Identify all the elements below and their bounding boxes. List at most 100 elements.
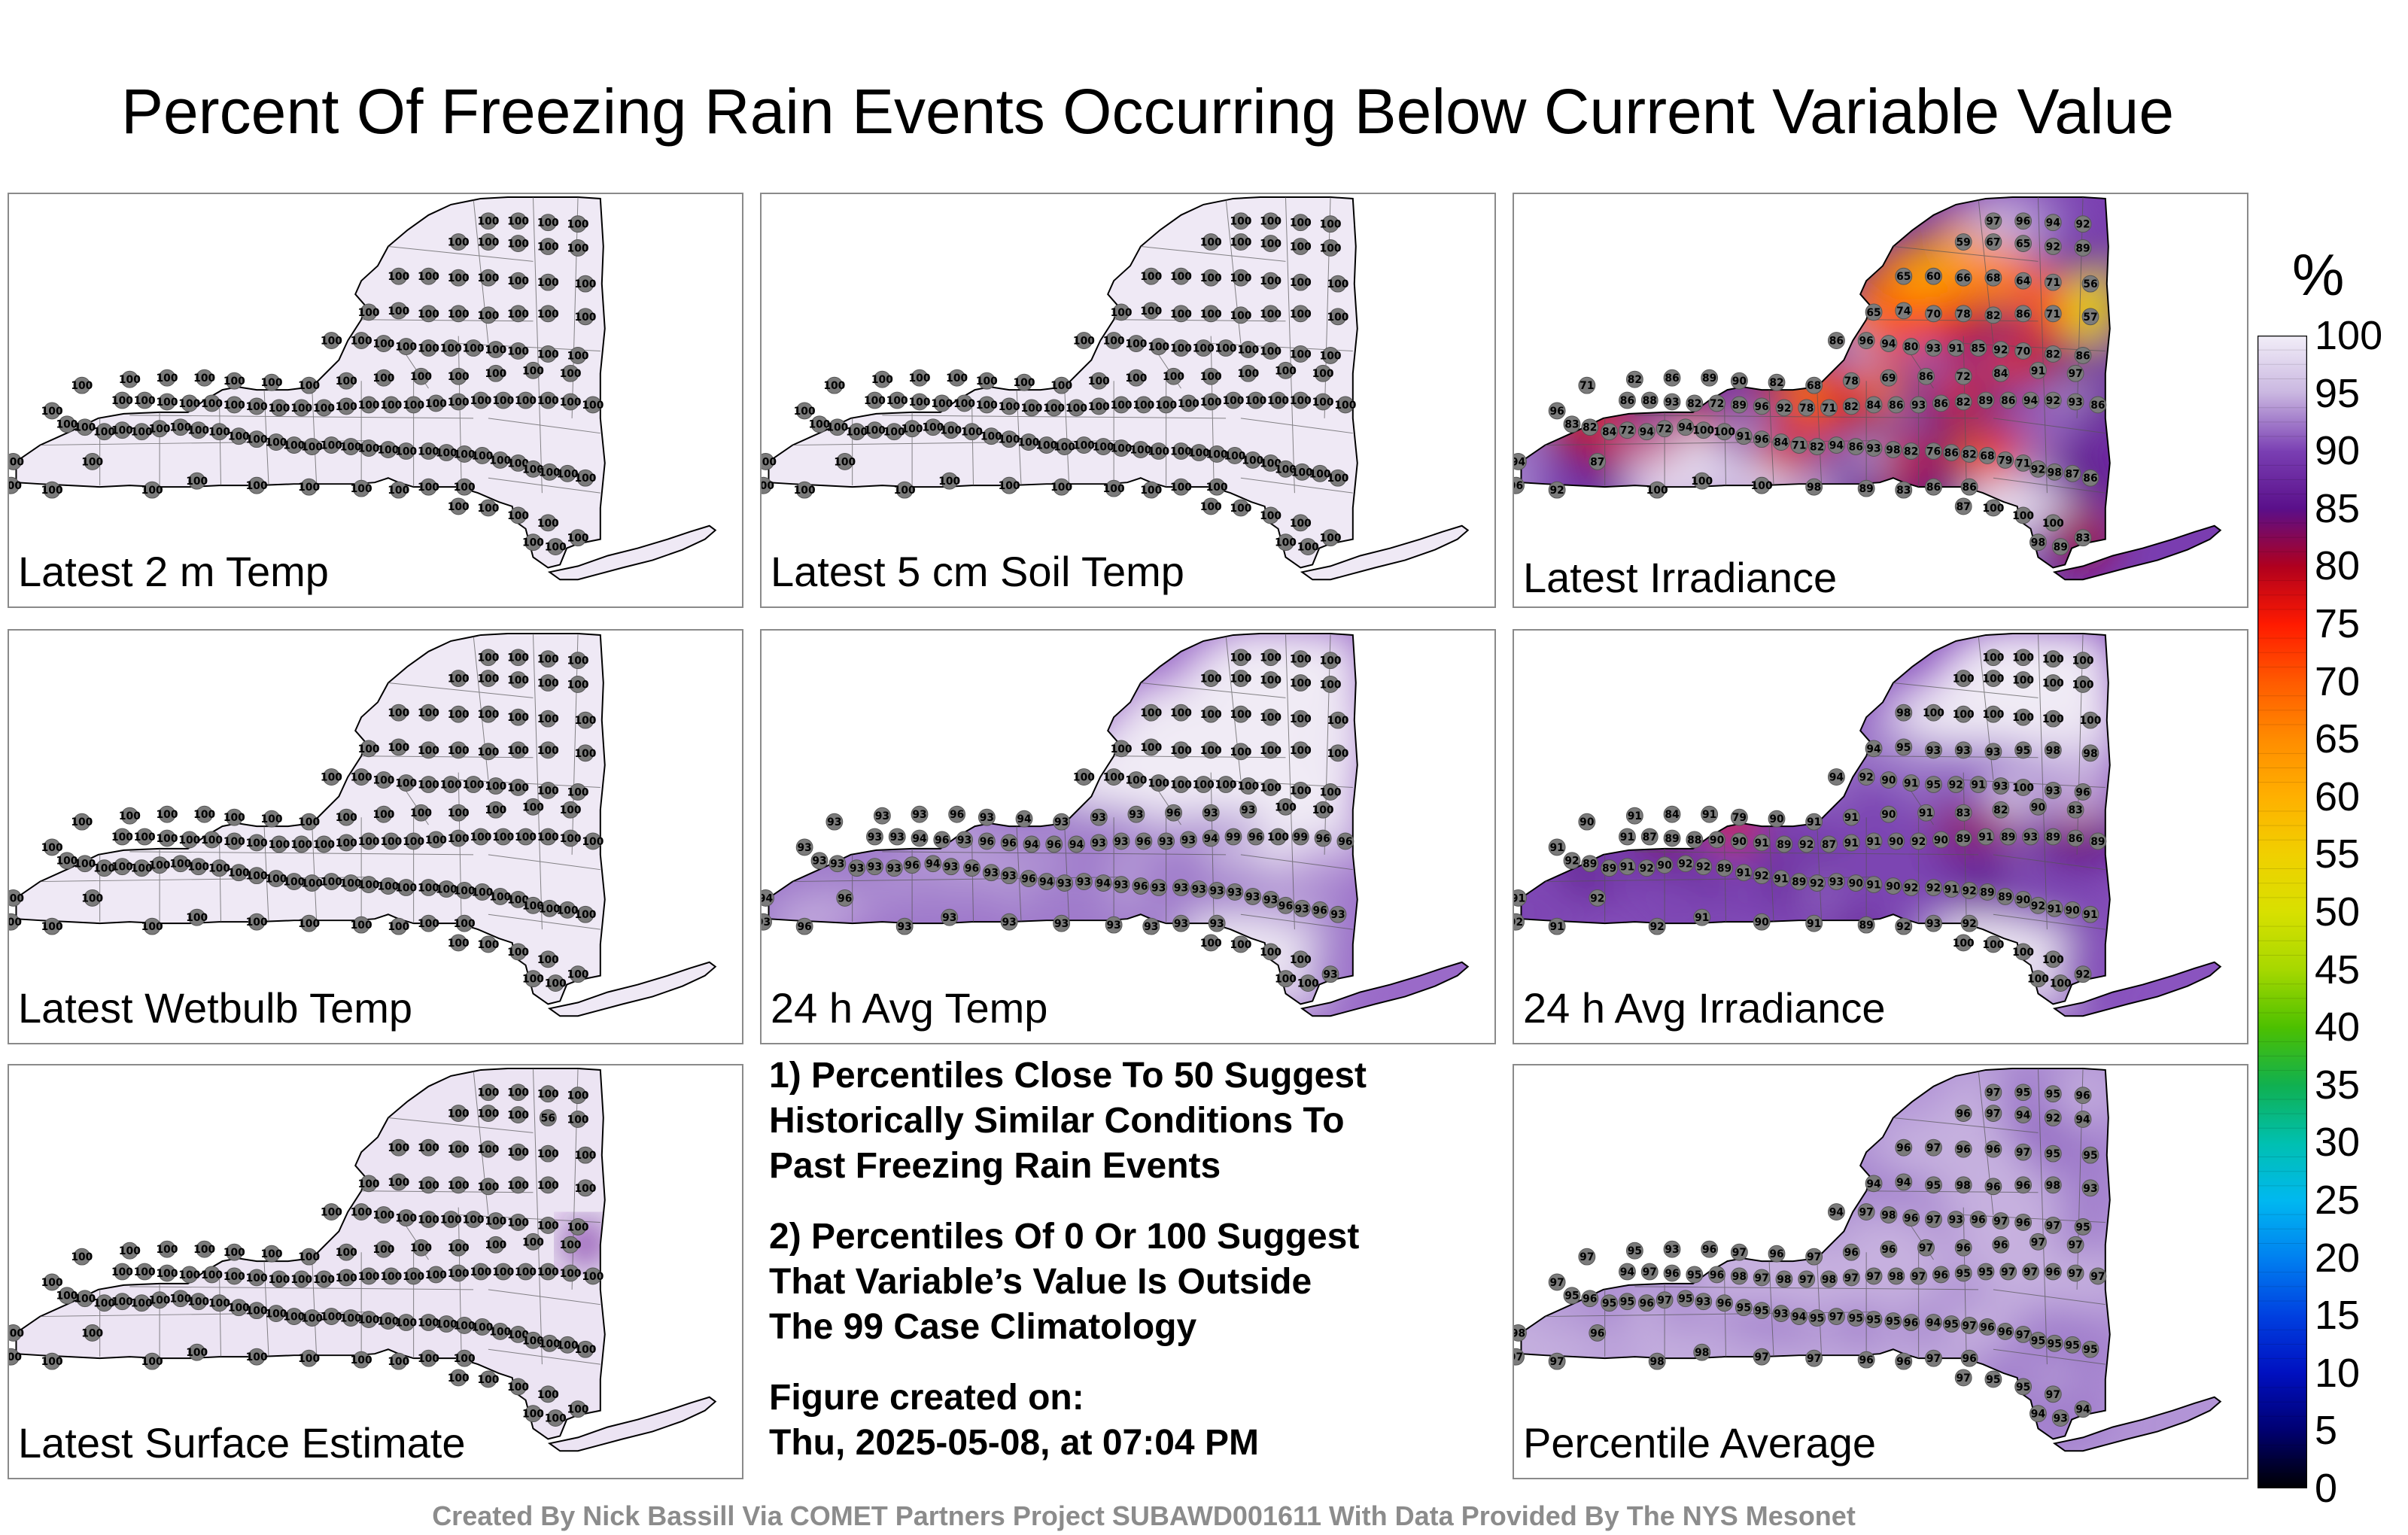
station-value: 93 — [1002, 871, 1016, 883]
new-york-map: 9694928710010010098898386869683828472947… — [1514, 196, 2222, 581]
station-value: 100 — [1188, 447, 1210, 459]
station-marker: 96 — [1996, 1323, 2014, 1340]
station-value: 93 — [980, 812, 994, 824]
station-value: 95 — [2083, 1150, 2097, 1162]
station-marker: 100 — [1073, 768, 1095, 786]
station-marker: 92 — [1753, 867, 1771, 885]
station-marker: 89 — [1701, 369, 1719, 387]
station-marker: 100 — [492, 391, 514, 409]
station-marker: 96 — [1954, 1239, 1972, 1257]
station-marker: 100 — [537, 391, 559, 409]
station-marker: 100 — [131, 1294, 153, 1312]
station-value: 100 — [515, 395, 537, 407]
station-marker: 92 — [1808, 874, 1826, 892]
station-marker: 100 — [1290, 391, 1312, 409]
station-value: 92 — [2031, 464, 2045, 476]
station-value: 100 — [489, 891, 511, 903]
station-marker: 100 — [537, 238, 559, 255]
station-marker: 100 — [1275, 361, 1297, 379]
station-value: 100 — [1275, 801, 1297, 813]
station-marker: 100 — [1309, 464, 1331, 482]
station-marker: 96 — [1932, 1266, 1950, 1284]
station-marker: 100 — [1237, 364, 1259, 382]
station-marker: 100 — [119, 370, 141, 388]
station-marker: 97 — [1992, 1212, 2010, 1230]
station-marker: 100 — [313, 1270, 335, 1288]
station-marker: 100 — [1275, 970, 1297, 988]
station-marker: 100 — [470, 1263, 491, 1281]
station-marker: 95 — [1847, 1309, 1865, 1327]
station-marker: 100 — [1111, 396, 1133, 414]
station-marker: 91 — [1625, 807, 1643, 825]
station-value: 100 — [1982, 652, 2004, 664]
station-marker: 100 — [1188, 444, 1210, 461]
station-marker: 92 — [1895, 917, 1913, 935]
station-marker: 100 — [1320, 215, 1342, 233]
station-marker: 100 — [1200, 393, 1222, 411]
station-marker: 90 — [1884, 877, 1902, 895]
station-value: 96 — [1047, 839, 1061, 851]
station-marker: 91 — [1805, 914, 1823, 932]
station-value: 91 — [1807, 816, 1821, 828]
station-value: 96 — [1640, 1298, 1654, 1310]
station-value: 100 — [1230, 673, 1251, 685]
station-marker: 91 — [1514, 889, 1527, 907]
station-marker: 100 — [388, 1138, 409, 1157]
station-marker: 95 — [1954, 1264, 1972, 1282]
station-value: 100 — [1260, 745, 1282, 757]
station-marker: 79 — [1730, 808, 1748, 826]
station-value: 100 — [539, 1338, 561, 1350]
station-value: 92 — [1962, 885, 1976, 897]
station-marker: 100 — [9, 476, 22, 494]
station-value: 93 — [868, 862, 882, 874]
station-marker: 86 — [1619, 391, 1636, 409]
station-marker: 92 — [1902, 879, 1920, 896]
station-value: 100 — [809, 419, 831, 431]
station-marker: 100 — [1050, 478, 1072, 496]
station-marker: 100 — [492, 828, 514, 846]
station-marker: 100 — [358, 1175, 380, 1193]
station-marker: 96 — [903, 856, 921, 874]
station-marker: 100 — [485, 777, 506, 795]
station-marker: 100 — [537, 710, 559, 728]
station-value: 100 — [1230, 503, 1251, 515]
station-value: 100 — [507, 510, 529, 522]
station-value: 71 — [2046, 277, 2060, 289]
station-marker: 100 — [2042, 514, 2064, 532]
station-value: 100 — [1230, 216, 1251, 228]
station-value: 89 — [1978, 395, 1993, 407]
station-value: 100 — [940, 425, 962, 437]
colorbar-tick-label: 50 — [2315, 889, 2361, 935]
station-value: 100 — [560, 804, 582, 816]
station-marker: 100 — [1646, 481, 1668, 499]
station-marker: 89 — [2089, 832, 2107, 850]
colorbar-tick-label: 10 — [2315, 1350, 2361, 1396]
station-marker: 100 — [539, 1334, 561, 1352]
station-value: 84 — [1665, 809, 1680, 821]
station-value: 100 — [1290, 713, 1312, 725]
station-value: 94 — [1792, 1312, 1807, 1324]
station-marker: 100 — [477, 743, 499, 761]
station-value: 100 — [762, 480, 774, 492]
station-value: 100 — [1088, 375, 1110, 388]
station-marker: 100 — [2012, 671, 2034, 688]
station-value: 100 — [1260, 674, 1282, 686]
station-value: 96 — [838, 892, 852, 904]
panel-label: 24 h Avg Temp — [771, 984, 1048, 1032]
footer-credit: Created By Nick Bassill Via COMET Partne… — [432, 1500, 1856, 1531]
station-marker: 98 — [1514, 1324, 1527, 1342]
station-value: 72 — [1620, 425, 1634, 437]
colorbar-tick-label: 0 — [2315, 1466, 2338, 1511]
station-value: 100 — [81, 892, 103, 904]
station-value: 100 — [567, 1404, 589, 1416]
station-value: 100 — [1260, 712, 1282, 724]
station-value: 95 — [1678, 1293, 1692, 1306]
station-value: 100 — [507, 782, 529, 794]
station-marker: 100 — [1327, 744, 1348, 762]
colorbar-tick-label: 40 — [2315, 1005, 2361, 1050]
station-marker: 100 — [1200, 233, 1222, 251]
station-value: 87 — [1822, 839, 1836, 851]
station-marker: 98 — [1730, 1267, 1748, 1285]
station-value: 100 — [560, 1268, 582, 1280]
station-value: 86 — [1889, 400, 1903, 412]
